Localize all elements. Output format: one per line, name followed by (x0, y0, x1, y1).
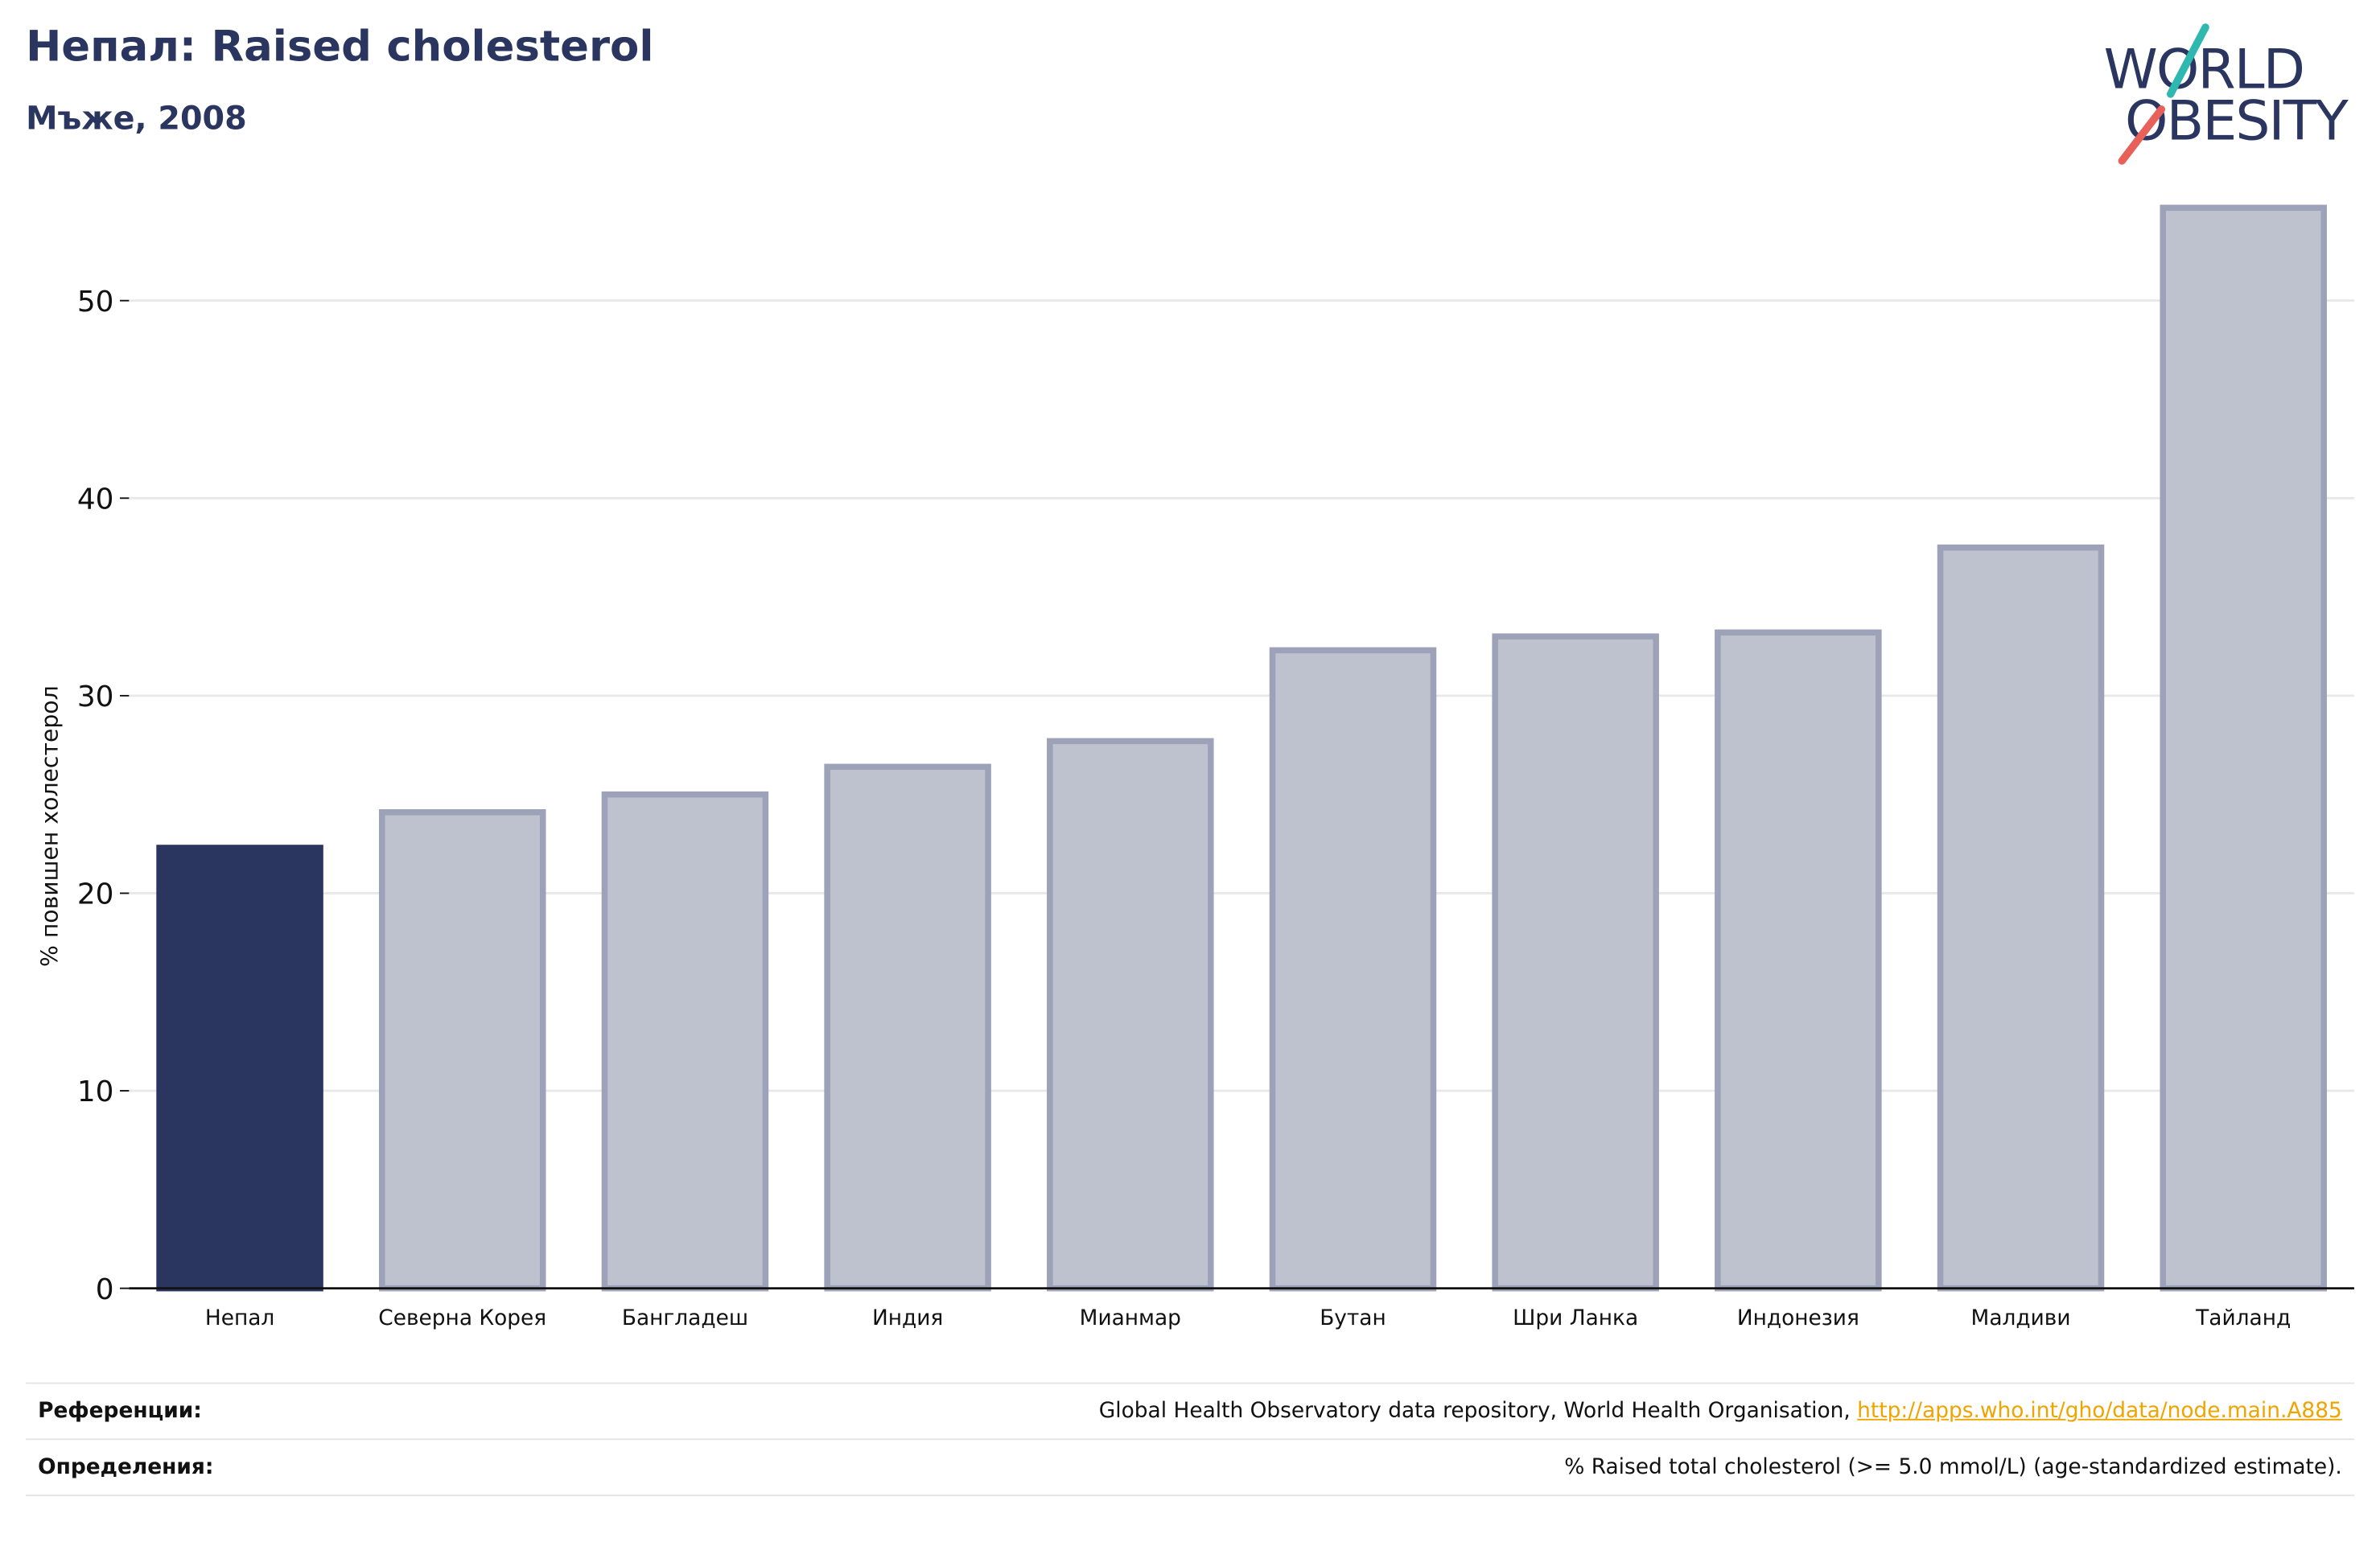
bar-2[interactable] (378, 809, 546, 1292)
bar-1[interactable] (156, 845, 323, 1292)
bar-7[interactable] (1492, 633, 1659, 1292)
chart-title: Непал: Raised cholesterol (26, 21, 654, 72)
x-tick-label: Бангладеш (622, 1306, 748, 1330)
bar-3[interactable] (601, 791, 769, 1292)
bar-10[interactable] (2160, 204, 2327, 1292)
x-tick-label: Тайланд (2195, 1306, 2291, 1330)
bar-4[interactable] (824, 763, 991, 1292)
references-link[interactable]: http://apps.who.int/gho/data/node.main.A… (1857, 1399, 2342, 1424)
bar-layer (156, 204, 2327, 1292)
y-tick-label: 0 (96, 1273, 114, 1306)
x-tick-label: Мианмар (1080, 1306, 1181, 1330)
y-tick-label: 40 (77, 483, 114, 516)
y-tick-label: 10 (77, 1075, 114, 1108)
logo-line-obesity: OBESITY (2125, 90, 2349, 154)
definitions-label: Определения: (38, 1455, 214, 1480)
bar-chart: 0 10 20 30 40 50 Непал Северна Корея Бангладеш Ин… (37, 204, 2354, 1330)
axis-layer (120, 299, 2354, 1290)
x-tick-label: Бутан (1320, 1306, 1386, 1330)
logo-line-world: WORLD (2104, 38, 2304, 101)
y-tick-label: 50 (77, 286, 114, 319)
world-obesity-logo: WORLD OBESITY (2104, 23, 2350, 165)
chart-footer: Референции: Global Health Observatory da… (26, 1382, 2354, 1497)
x-tick-label: Шри Ланка (1513, 1306, 1638, 1330)
x-tick-label: Северна Корея (378, 1306, 546, 1330)
y-tick-label: 20 (77, 878, 114, 911)
x-tick-label: Индия (872, 1306, 943, 1330)
x-tick-label: Малдиви (1971, 1306, 2071, 1330)
bar-8[interactable] (1715, 629, 1882, 1292)
references-text: Global Health Observatory data repositor… (1099, 1399, 2342, 1423)
definitions-row: Определения: % Raised total cholesterol … (26, 1440, 2354, 1497)
chart-subtitle: Мъже, 2008 (26, 100, 247, 137)
references-label: Референции: (38, 1399, 202, 1424)
references-source: Global Health Observatory data repositor… (1098, 1399, 1858, 1424)
logo-slash-red (2118, 105, 2166, 165)
bar-9[interactable] (1937, 544, 2105, 1292)
y-tick-label: 30 (77, 681, 114, 713)
references-row: Референции: Global Health Observatory da… (26, 1384, 2354, 1441)
label-layer: 0 10 20 30 40 50 Непал Северна Корея Бангладеш Ин… (77, 286, 2291, 1330)
x-tick-label: Непал (205, 1306, 274, 1330)
bar-6[interactable] (1269, 647, 1437, 1292)
definitions-text: % Raised total cholesterol (>= 5.0 mmol/… (1564, 1455, 2342, 1480)
bar-5[interactable] (1047, 738, 1214, 1292)
x-tick-label: Индонезия (1737, 1306, 1859, 1330)
y-axis-label: % повишен холестерол (37, 685, 64, 967)
logo-slash-teal (2166, 23, 2209, 98)
